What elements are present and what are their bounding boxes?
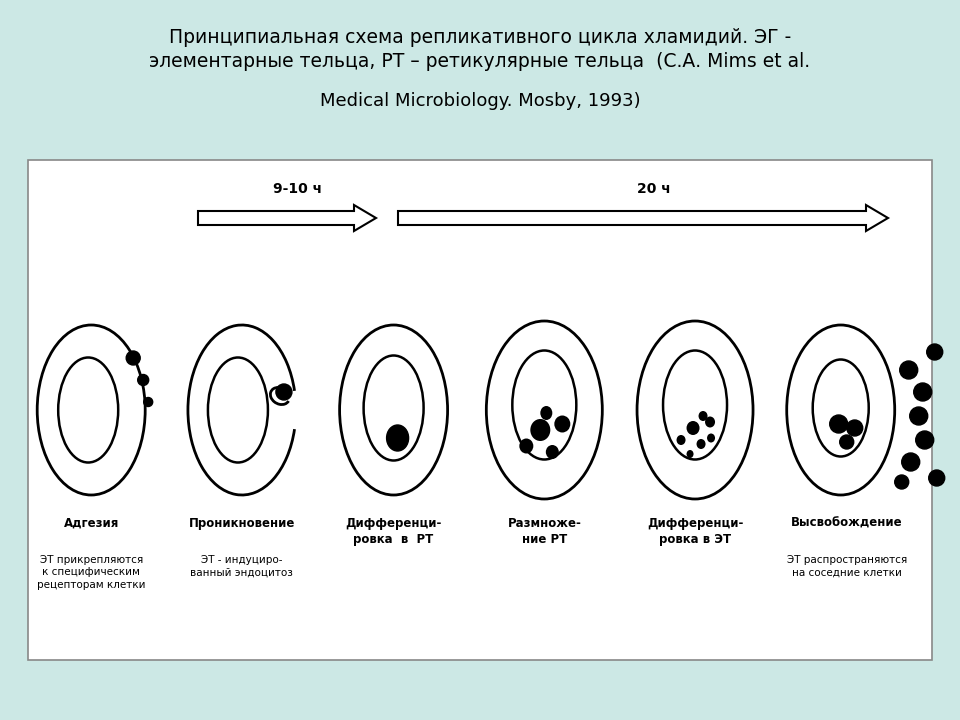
Text: ЭТ прикрепляются
к специфическим
рецепторам клетки: ЭТ прикрепляются к специфическим рецепто…: [36, 555, 146, 590]
Ellipse shape: [637, 321, 753, 499]
Ellipse shape: [364, 356, 423, 461]
Text: элементарные тельца, РТ – ретикулярные тельца  (С.А. Mims et al.: элементарные тельца, РТ – ретикулярные т…: [150, 52, 810, 71]
Ellipse shape: [530, 419, 550, 441]
Circle shape: [901, 453, 920, 471]
Circle shape: [926, 344, 943, 360]
Ellipse shape: [387, 425, 409, 451]
Text: Высвобождение: Высвобождение: [791, 517, 902, 530]
Ellipse shape: [513, 351, 576, 459]
Circle shape: [900, 361, 918, 379]
Circle shape: [916, 431, 934, 449]
Ellipse shape: [677, 435, 685, 445]
Ellipse shape: [208, 358, 268, 462]
Ellipse shape: [686, 421, 700, 435]
Circle shape: [126, 351, 140, 365]
FancyArrow shape: [398, 205, 888, 231]
Text: Дифференци-
ровка  в  РТ: Дифференци- ровка в РТ: [346, 517, 442, 546]
Text: Medical Microbiology. Mosby, 1993): Medical Microbiology. Mosby, 1993): [320, 92, 640, 110]
Text: Проникновение: Проникновение: [189, 517, 295, 530]
Ellipse shape: [188, 325, 296, 495]
Ellipse shape: [697, 439, 706, 449]
Ellipse shape: [554, 415, 570, 433]
Circle shape: [829, 415, 848, 433]
Ellipse shape: [546, 445, 559, 459]
Ellipse shape: [707, 433, 715, 443]
Circle shape: [895, 475, 909, 489]
FancyArrow shape: [198, 205, 376, 231]
Circle shape: [928, 470, 945, 486]
Text: Адгезия: Адгезия: [63, 517, 119, 530]
Circle shape: [144, 397, 153, 407]
Text: ЭТ - индуциро-
ванный эндоцитоз: ЭТ - индуциро- ванный эндоцитоз: [190, 555, 294, 577]
Ellipse shape: [340, 325, 447, 495]
Circle shape: [276, 384, 292, 400]
Text: ЭТ распространяются
на соседние клетки: ЭТ распространяются на соседние клетки: [786, 555, 907, 577]
Ellipse shape: [699, 411, 708, 421]
Ellipse shape: [540, 406, 552, 420]
Ellipse shape: [37, 325, 145, 495]
Ellipse shape: [663, 351, 727, 459]
Text: Принципиальная схема репликативного цикла хламидий. ЭГ -: Принципиальная схема репликативного цикл…: [169, 28, 791, 47]
Circle shape: [914, 383, 932, 401]
Ellipse shape: [59, 358, 118, 462]
Text: 9-10 ч: 9-10 ч: [274, 182, 323, 196]
Circle shape: [847, 420, 863, 436]
Bar: [28, 160, 932, 660]
Ellipse shape: [686, 450, 693, 458]
Text: Размноже-
ние РТ: Размноже- ние РТ: [508, 517, 581, 546]
Ellipse shape: [487, 321, 602, 499]
Text: Дифференци-
ровка в ЭТ: Дифференци- ровка в ЭТ: [647, 517, 743, 546]
Ellipse shape: [813, 359, 869, 456]
Ellipse shape: [705, 416, 715, 428]
Circle shape: [840, 435, 853, 449]
Circle shape: [910, 407, 927, 425]
Ellipse shape: [519, 438, 534, 454]
Ellipse shape: [787, 325, 895, 495]
Text: 20 ч: 20 ч: [637, 182, 671, 196]
Circle shape: [137, 374, 149, 385]
